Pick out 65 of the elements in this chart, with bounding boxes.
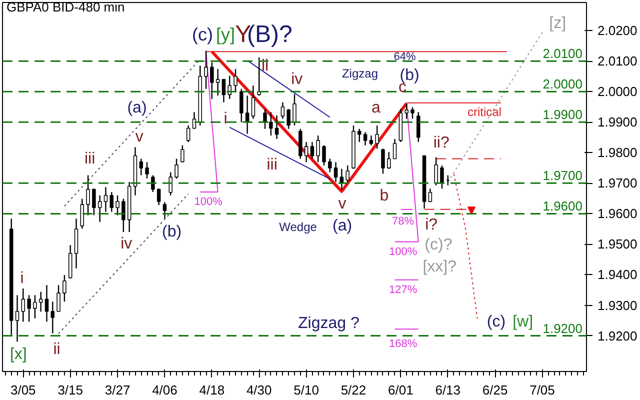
annotation: 168%: [388, 338, 418, 350]
annotation: ii: [53, 341, 60, 358]
y-tick-label: 1.9600: [598, 206, 638, 222]
annotation: 64%: [394, 51, 416, 64]
x-tick-label: 6/13: [435, 382, 461, 398]
annotation: (c): [192, 24, 213, 45]
annotation: b: [380, 188, 389, 205]
annotation: iii: [84, 150, 96, 168]
annotation: (a): [127, 100, 147, 117]
annotation: v: [338, 195, 346, 212]
y-tick-label: 1.9400: [598, 267, 638, 282]
annotation: a: [371, 100, 380, 117]
y-tick-label: 1.9700: [598, 176, 638, 191]
y-tick-label: 2.0100: [598, 54, 638, 69]
y-tick-label: 2.0200: [598, 23, 638, 38]
x-tick-label: 3/27: [104, 382, 130, 398]
annotation: 127%: [388, 284, 418, 296]
annotation: Wedge: [279, 220, 318, 234]
ref-line-label: 1.9200: [542, 320, 583, 336]
x-tick-label: 4/30: [246, 382, 272, 398]
x-tick-label: 6/01: [388, 382, 414, 398]
y-tick-label: 1.9800: [598, 145, 638, 160]
annotation: iv: [291, 70, 303, 88]
x-tick-label: 4/18: [199, 382, 225, 398]
y-tick-label: 1.9200: [598, 328, 638, 344]
annotation: [y]: [216, 24, 235, 45]
y-tick-label: 2.0000: [598, 84, 638, 100]
x-tick-label: 4/06: [152, 382, 178, 398]
x-tick-label: 3/15: [58, 382, 83, 398]
annotation: Zigzag ?: [298, 315, 360, 332]
annotation: (a): [332, 217, 352, 234]
annotation: 100%: [388, 246, 418, 258]
y-tick-label: 1.9900: [598, 114, 638, 130]
ref-line-label: 2.0000: [542, 76, 583, 92]
ref-line-label: 2.0100: [542, 46, 583, 62]
y-tick-label: 1.9300: [598, 298, 638, 313]
ref-line-label: 1.9700: [542, 168, 583, 184]
y-tick-label: 1.9500: [598, 236, 638, 252]
annotation: i: [20, 270, 24, 288]
annotation: 78%: [392, 215, 414, 228]
annotation: (c): [486, 313, 506, 330]
ref-line-label: 1.9900: [542, 107, 583, 122]
x-tick-label: 5/22: [340, 382, 366, 398]
annotation: (c)?: [424, 236, 452, 254]
annotation: (B)?: [247, 21, 292, 48]
annotation: iii: [266, 156, 278, 174]
annotation: critical: [467, 104, 502, 119]
x-tick-label: 3/05: [10, 382, 36, 398]
annotation: [xx]?: [422, 258, 457, 276]
x-tick-label: 6/25: [482, 382, 508, 398]
annotation: i: [224, 110, 228, 128]
annotation: (b): [162, 224, 182, 241]
annotation: Zigzag: [342, 66, 378, 80]
ref-line-label: 1.9600: [542, 198, 583, 214]
annotation: [x]: [10, 346, 27, 363]
annotation: i?: [425, 216, 438, 234]
annotation: ii: [261, 57, 269, 74]
annotation: [w]: [512, 313, 534, 330]
annotation: iv: [120, 235, 132, 252]
x-tick-label: 7/05: [530, 382, 555, 398]
annotation: 100%: [194, 196, 223, 208]
annotation: ii?: [433, 134, 450, 152]
annotation: [z]: [549, 15, 566, 32]
x-tick-label: 5/10: [294, 382, 319, 398]
annotation: v: [135, 128, 144, 146]
